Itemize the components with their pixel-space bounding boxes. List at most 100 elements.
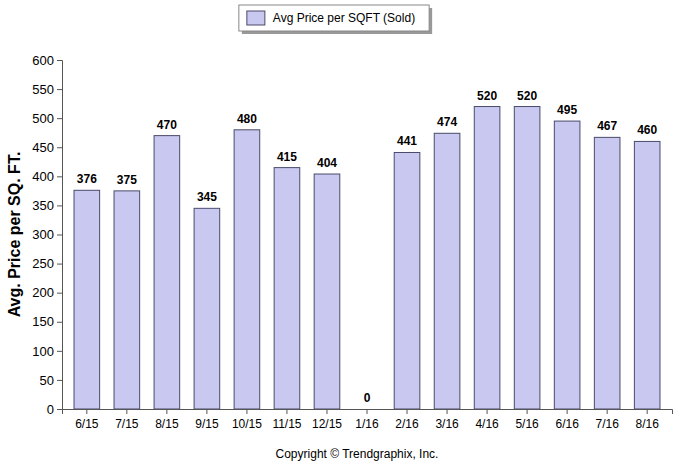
x-tick-label: 12/15 <box>312 417 342 431</box>
x-tick: 11/15 <box>272 409 301 431</box>
x-tick-label: 6/16 <box>555 417 579 431</box>
x-tick-mark <box>206 409 207 414</box>
y-tick-mark <box>57 60 62 61</box>
y-tick-label: 350 <box>32 198 54 213</box>
y-tick: 600 <box>32 53 62 68</box>
bar <box>594 137 620 409</box>
y-tick: 350 <box>32 198 62 213</box>
x-tick-label: 8/15 <box>155 417 179 431</box>
x-tick-label: 5/16 <box>515 417 539 431</box>
data-label: 404 <box>317 156 337 170</box>
y-tick: 400 <box>32 169 62 184</box>
x-tick: 7/15 <box>115 409 139 431</box>
bar <box>354 409 380 410</box>
y-tick-label: 500 <box>32 111 54 126</box>
data-label: 415 <box>277 150 297 164</box>
x-tick: 8/15 <box>155 409 179 431</box>
data-label: 470 <box>157 118 177 132</box>
x-tick-label: 4/16 <box>475 417 499 431</box>
y-tick-mark <box>57 293 62 294</box>
x-tick: 4/16 <box>475 409 499 431</box>
y-tick-mark <box>57 351 62 352</box>
x-tick-label: 9/15 <box>195 417 219 431</box>
data-label: 441 <box>397 134 417 148</box>
y-tick: 500 <box>32 111 62 126</box>
x-tick-label: 8/16 <box>636 417 660 431</box>
y-tick-mark <box>57 235 62 236</box>
y-tick-label: 0 <box>47 402 54 417</box>
bar <box>154 136 180 409</box>
y-tick-mark <box>57 409 62 410</box>
x-axis: 6/15 7/15 8/15 9/15 10/15 11/15 12/15 1/16 2/16 3… <box>63 409 673 431</box>
y-tick-label: 50 <box>40 373 54 388</box>
data-label: 520 <box>477 89 497 103</box>
x-tick: 8/16 <box>636 409 660 431</box>
y-tick-mark <box>57 205 62 206</box>
bars <box>74 107 660 409</box>
bar <box>194 208 220 409</box>
x-tick: 10/15 <box>232 409 262 431</box>
x-axis-line <box>63 410 673 415</box>
y-tick-mark <box>57 380 62 381</box>
y-tick-mark <box>57 89 62 90</box>
x-tick-mark <box>487 409 488 414</box>
x-tick-label: 10/15 <box>232 417 262 431</box>
x-tick-mark <box>607 409 608 414</box>
data-label: 376 <box>77 172 97 186</box>
x-tick-label: 2/16 <box>395 417 419 431</box>
data-label: 480 <box>237 112 257 126</box>
y-tick: 0 <box>47 402 62 417</box>
data-label: 345 <box>197 190 217 204</box>
bar <box>114 191 140 409</box>
data-label: 495 <box>557 103 577 117</box>
x-tick: 5/16 <box>515 409 539 431</box>
x-tick-mark <box>527 409 528 414</box>
data-label: 460 <box>637 123 657 137</box>
x-tick: 6/16 <box>555 409 579 431</box>
x-tick-mark <box>447 409 448 414</box>
x-tick-label: 1/16 <box>355 417 379 431</box>
y-tick-label: 250 <box>32 256 54 271</box>
x-tick-mark <box>647 409 648 414</box>
x-tick: 9/15 <box>195 409 219 431</box>
legend-swatch <box>247 11 265 25</box>
y-tick-mark <box>57 264 62 265</box>
x-tick: 3/16 <box>435 409 459 431</box>
data-label: 467 <box>597 119 617 133</box>
y-axis-title: Avg. Price per SQ. FT. <box>6 152 23 318</box>
y-tick-mark <box>57 118 62 119</box>
x-tick-label: 7/16 <box>595 417 619 431</box>
data-label: 375 <box>117 173 137 187</box>
x-tick: 1/16 <box>355 409 379 431</box>
x-tick-mark <box>326 409 327 414</box>
y-tick: 100 <box>32 343 62 358</box>
y-tick-label: 150 <box>32 314 54 329</box>
y-tick-label: 550 <box>32 82 54 97</box>
x-tick-mark <box>367 409 368 414</box>
bar <box>474 107 500 409</box>
x-tick-label: 3/16 <box>435 417 459 431</box>
y-tick: 250 <box>32 256 62 271</box>
y-tick-label: 200 <box>32 285 54 300</box>
x-tick: 6/15 <box>75 409 99 431</box>
bar <box>274 168 300 409</box>
bar <box>234 130 260 409</box>
x-tick-label: 6/15 <box>75 417 99 431</box>
x-tick: 2/16 <box>395 409 419 431</box>
data-labels: 3763754703454804154040441474520520495467… <box>77 89 658 405</box>
bar <box>394 152 420 409</box>
x-tick-label: 11/15 <box>272 417 301 431</box>
y-tick: 50 <box>40 373 62 388</box>
y-tick: 450 <box>32 140 62 155</box>
y-tick: 200 <box>32 285 62 300</box>
legend-box <box>239 5 429 31</box>
y-tick-mark <box>57 147 62 148</box>
bar <box>514 107 540 409</box>
y-tick-label: 400 <box>32 169 54 184</box>
y-axis: 050100150200250300350400450500550600 <box>32 53 62 417</box>
plot: 0501001502002503003504004505005506006/15… <box>32 53 672 431</box>
x-tick-mark <box>246 409 247 414</box>
legend-label: Avg Price per SQFT (Sold) <box>273 11 415 25</box>
annotation: Copyright © Trendgraphix, Inc. <box>276 447 439 461</box>
x-tick-label: 7/15 <box>115 417 139 431</box>
